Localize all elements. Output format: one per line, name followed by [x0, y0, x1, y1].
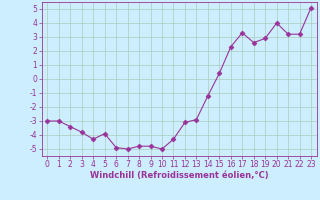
X-axis label: Windchill (Refroidissement éolien,°C): Windchill (Refroidissement éolien,°C): [90, 171, 268, 180]
